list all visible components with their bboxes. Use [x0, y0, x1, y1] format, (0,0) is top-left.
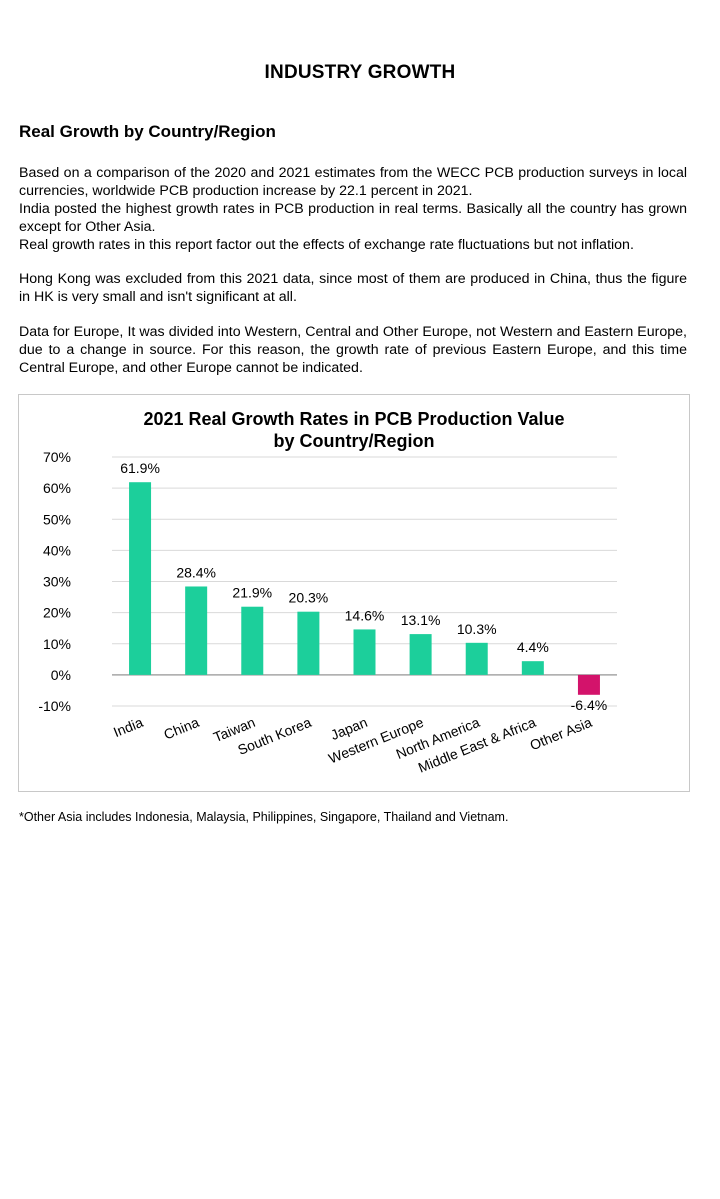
y-tick-label: -10%	[38, 698, 71, 714]
y-tick-label: 30%	[43, 574, 71, 590]
data-label: 4.4%	[517, 639, 549, 655]
chart-title-line: by Country/Region	[274, 431, 435, 451]
bar	[353, 629, 376, 675]
y-tick-label: 20%	[43, 605, 71, 621]
data-label: 14.6%	[345, 607, 385, 623]
paragraph-growth-summary: Based on a comparison of the 2020 and 20…	[19, 164, 687, 254]
paragraph-europe: Data for Europe, It was divided into Wes…	[19, 323, 687, 377]
data-label: 61.9%	[120, 460, 160, 476]
y-tick-label: 60%	[43, 480, 71, 496]
bar	[185, 586, 208, 675]
category-label: Other Asia	[527, 714, 594, 753]
category-label: India	[111, 714, 145, 740]
data-label: 10.3%	[457, 621, 497, 637]
data-label: 28.4%	[176, 564, 216, 580]
data-label: 13.1%	[401, 612, 441, 628]
paragraph-hong-kong: Hong Kong was excluded from this 2021 da…	[19, 270, 687, 306]
section-heading: Real Growth by Country/Region	[19, 122, 276, 141]
category-label: China	[161, 714, 201, 743]
bar	[465, 642, 488, 675]
paragraph-line: Real growth rates in this report factor …	[19, 237, 634, 253]
paragraph-line: Hong Kong was excluded from this 2021 da…	[19, 271, 687, 305]
y-tick-label: 0%	[51, 667, 71, 683]
bar	[297, 611, 320, 675]
growth-bar-chart: 2021 Real Growth Rates in PCB Production…	[38, 409, 617, 776]
y-tick-label: 40%	[43, 542, 71, 558]
bar	[241, 606, 264, 675]
paragraph-line: Based on a comparison of the 2020 and 20…	[19, 165, 687, 199]
data-label: -6.4%	[571, 697, 608, 713]
paragraph-line: Data for Europe, It was divided into Wes…	[19, 324, 687, 376]
bar	[521, 661, 544, 675]
chart-title-line: 2021 Real Growth Rates in PCB Production…	[143, 409, 564, 429]
y-tick-label: 50%	[43, 511, 71, 527]
data-label: 20.3%	[289, 590, 329, 606]
page-title: INDUSTRY GROWTH	[264, 62, 456, 83]
bar	[129, 482, 152, 675]
chart-container: 2021 Real Growth Rates in PCB Production…	[18, 394, 690, 792]
y-tick-label: 70%	[43, 449, 71, 465]
footnote: *Other Asia includes Indonesia, Malaysia…	[19, 810, 509, 824]
y-tick-label: 10%	[43, 636, 71, 652]
bar	[577, 674, 600, 695]
bar	[409, 634, 432, 675]
data-label: 21.9%	[232, 585, 272, 601]
paragraph-line: India posted the highest growth rates in…	[19, 201, 687, 235]
